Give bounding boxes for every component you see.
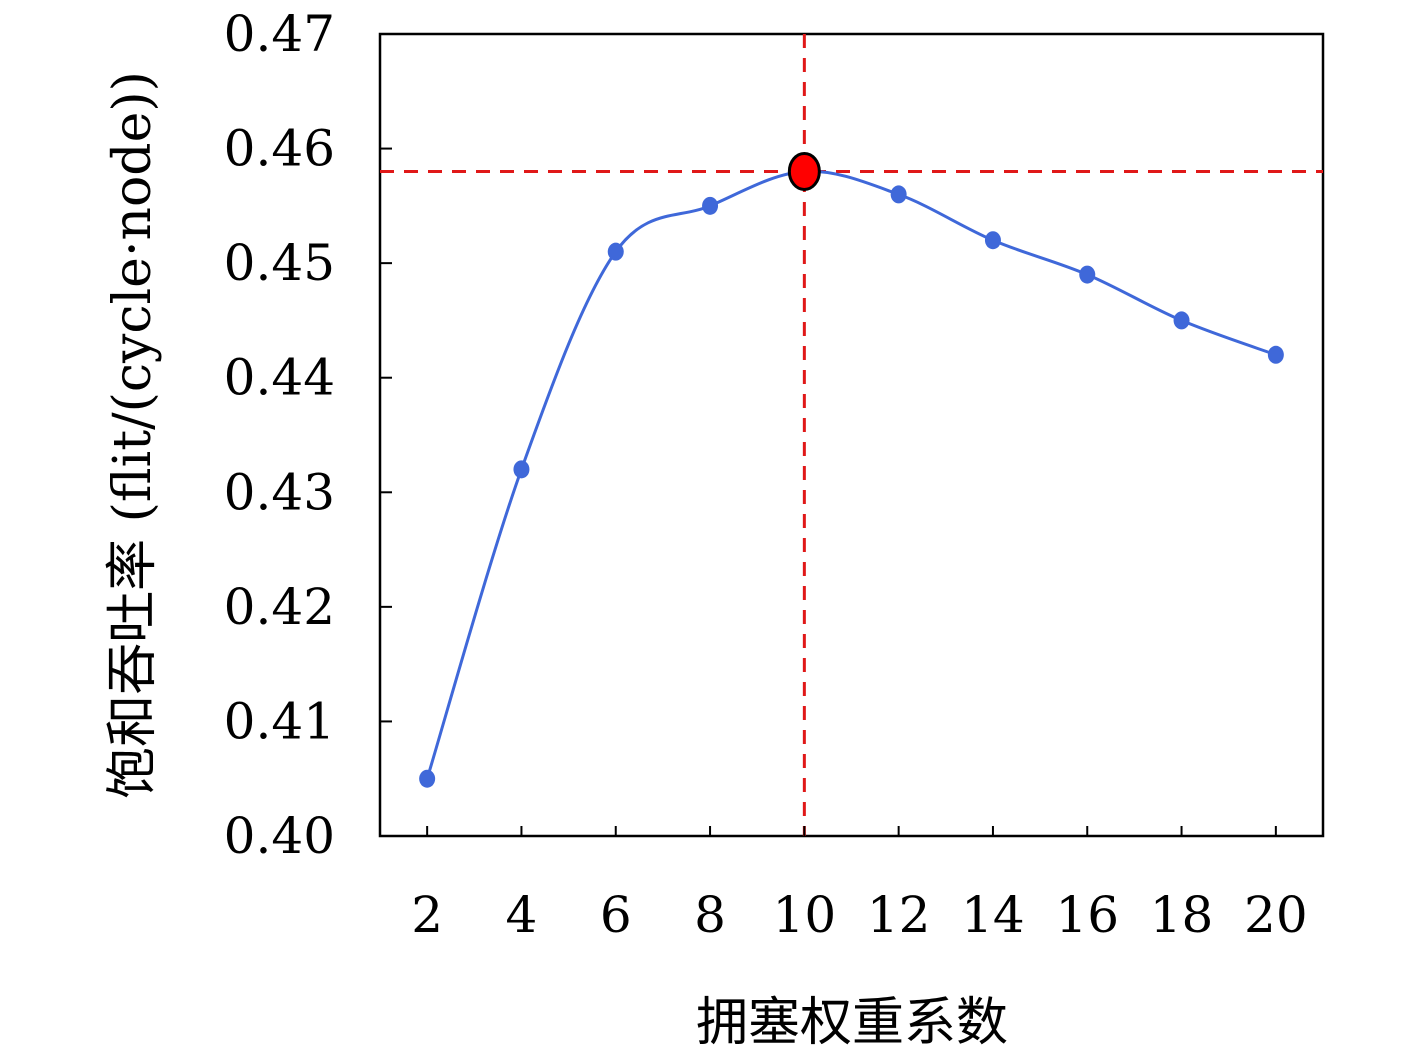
data-point [1173, 311, 1190, 330]
series-line [425, 169, 1277, 780]
x-axis: 2 4 6 8 10 12 14 16 18 20 [411, 826, 1308, 944]
y-tick-label: 0.41 [224, 692, 335, 750]
optimum-point-marker [787, 151, 821, 191]
x-tick-label: 4 [506, 886, 538, 944]
x-tick-label: 12 [867, 886, 931, 944]
data-point [607, 242, 624, 261]
y-axis-title: 饱和吞吐率 (flit/(cycle·node)) [103, 71, 163, 799]
data-point [419, 769, 436, 788]
plot-area [378, 32, 1325, 838]
series-layer [419, 151, 1284, 788]
y-axis: 0.40 0.41 0.42 0.43 0.44 0.45 0.46 0.47 [224, 5, 392, 865]
y-tick-label: 0.44 [224, 349, 335, 407]
highlight-guides [380, 34, 1323, 836]
y-tick-label: 0.40 [224, 807, 335, 865]
x-tick-label: 20 [1244, 886, 1308, 944]
data-point [890, 185, 907, 204]
x-tick-label: 6 [600, 886, 632, 944]
data-point [1267, 345, 1284, 364]
x-tick-label: 14 [961, 886, 1025, 944]
y-tick-label: 0.47 [224, 5, 335, 63]
data-point [702, 196, 719, 215]
y-tick-label: 0.42 [224, 578, 335, 636]
y-tick-label: 0.46 [224, 120, 335, 178]
x-tick-label: 8 [694, 886, 726, 944]
plot-frame [378, 32, 1325, 838]
data-point [1079, 265, 1096, 284]
data-point [984, 231, 1001, 250]
x-tick-label: 2 [411, 886, 443, 944]
x-tick-label: 18 [1150, 886, 1214, 944]
x-tick-label: 16 [1055, 886, 1119, 944]
x-axis-title: 拥塞权重系数 [696, 993, 1008, 1050]
y-tick-label: 0.45 [224, 234, 335, 292]
y-tick-label: 0.43 [224, 463, 335, 521]
x-tick-label: 10 [773, 886, 837, 944]
data-point [513, 460, 530, 479]
